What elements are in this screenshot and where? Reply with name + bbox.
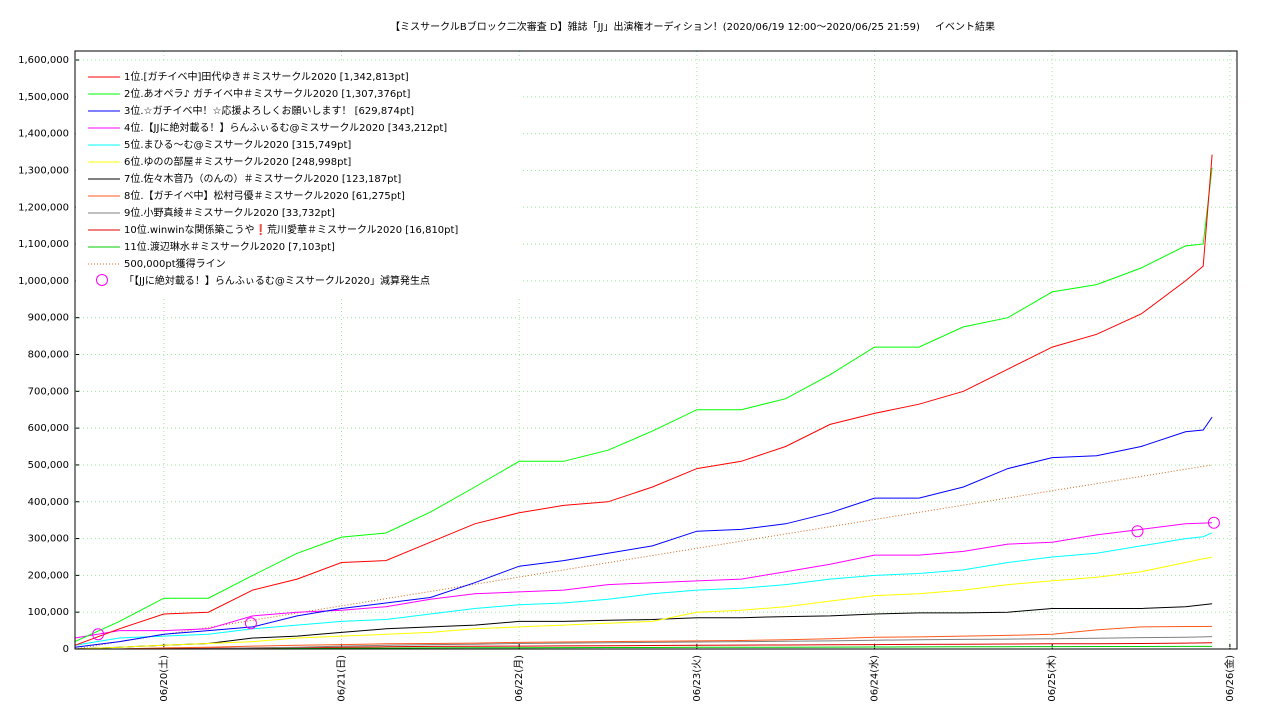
legend-box	[76, 62, 522, 296]
legend-label: 9位.小野真綾＃ミスサークル2020 [33,732pt]	[124, 206, 335, 219]
series-line	[74, 556, 1213, 650]
plot-area	[74, 154, 1220, 650]
legend-label: 11位.渡辺琳水＃ミスサークル2020 [7,103pt]	[124, 240, 335, 253]
legend-label: 「【JJに絶対載る！】らんふぃるむ@ミスサークル2020」減算発生点	[124, 274, 430, 287]
series-line	[74, 522, 1213, 639]
series-line	[74, 603, 1213, 650]
series-line	[74, 532, 1213, 646]
series-line	[74, 154, 1213, 646]
legend: 1位.[ガチイベ中]田代ゆき＃ミスサークル2020 [1,342,813pt] 2…	[76, 62, 522, 296]
legend-label: 8位.【ガチイベ中】松村弓優＃ミスサークル2020 [61,275pt]	[124, 189, 405, 202]
y-tick-label: 1,400,000	[18, 129, 69, 140]
y-tick-label: 1,300,000	[18, 165, 69, 176]
y-tick-label: 1,100,000	[18, 239, 69, 250]
chart-title: 【ミスサークルBブロック二次審査 D】雑誌「JJ」出演権オーディション！(202…	[390, 20, 920, 33]
marker	[244, 617, 257, 630]
legend-label: 1位.[ガチイベ中]田代ゆき＃ミスサークル2020 [1,342,813pt]	[124, 70, 409, 83]
series-line	[74, 167, 1213, 643]
series-line	[75, 625, 1213, 650]
y-tick-label: 1,000,000	[18, 276, 69, 287]
legend-label: 500,000pt獲得ライン	[124, 257, 226, 270]
y-tick-label: 100,000	[28, 607, 69, 618]
x-tick-label: 06/25(木)	[1046, 655, 1058, 702]
y-tick-label: 700,000	[28, 386, 69, 397]
legend-label: 3位.☆ガチイベ中！☆応援よろしくお願いします！ [629,874pt]	[124, 104, 414, 117]
x-tick-label: 06/22(月)	[513, 655, 525, 702]
y-tick-label: 1,500,000	[18, 92, 69, 103]
y-tick-label: 400,000	[28, 497, 69, 508]
marker	[1131, 525, 1144, 538]
marker	[1207, 516, 1220, 529]
y-tick-label: 900,000	[28, 313, 69, 324]
legend-label: 4位.【JJに絶対載る！】らんふぃるむ@ミスサークル2020 [343,212p…	[124, 121, 447, 134]
x-tick-label: 06/23(火)	[691, 655, 703, 702]
legend-label: 7位.佐々木音乃（のんの）＃ミスサークル2020 [123,187pt]	[124, 172, 401, 185]
y-tick-label: 800,000	[28, 350, 69, 361]
y-tick-label: 300,000	[28, 534, 69, 545]
plot-frame	[74, 50, 1238, 650]
y-tick-label: 0	[63, 644, 69, 655]
y-tick-label: 200,000	[28, 570, 69, 581]
y-tick-label: 1,600,000	[18, 55, 69, 66]
series-line	[75, 636, 1213, 650]
marker	[92, 628, 105, 641]
y-tick-label: 600,000	[28, 423, 69, 434]
legend-label: 2位.あオペラ♪ ガチイベ中＃ミスサークル2020 [1,307,376pt]	[124, 87, 410, 100]
x-tick-label: 06/20(土)	[157, 655, 170, 702]
series-line	[74, 416, 1213, 648]
legend-swatch	[96, 274, 108, 286]
y-tick-label: 1,200,000	[18, 202, 69, 213]
y-tick-label: 500,000	[28, 460, 69, 471]
legend-label: 6位.ゆのの部屋＃ミスサークル2020 [248,998pt]	[124, 155, 351, 168]
x-tick-label: 06/24(水)	[869, 655, 881, 702]
legend-label: 10位.winwinな関係築こうや❗荒川愛華＃ミスサークル2020 [16,81…	[124, 223, 458, 236]
chart-subtitle: イベント結果	[935, 20, 995, 33]
x-tick-label: 06/21(日)	[337, 655, 348, 702]
x-tick-label: 06/26(金)	[1223, 655, 1236, 702]
legend-label: 5位.まひる〜む@ミスサークル2020 [315,749pt]	[124, 138, 351, 151]
